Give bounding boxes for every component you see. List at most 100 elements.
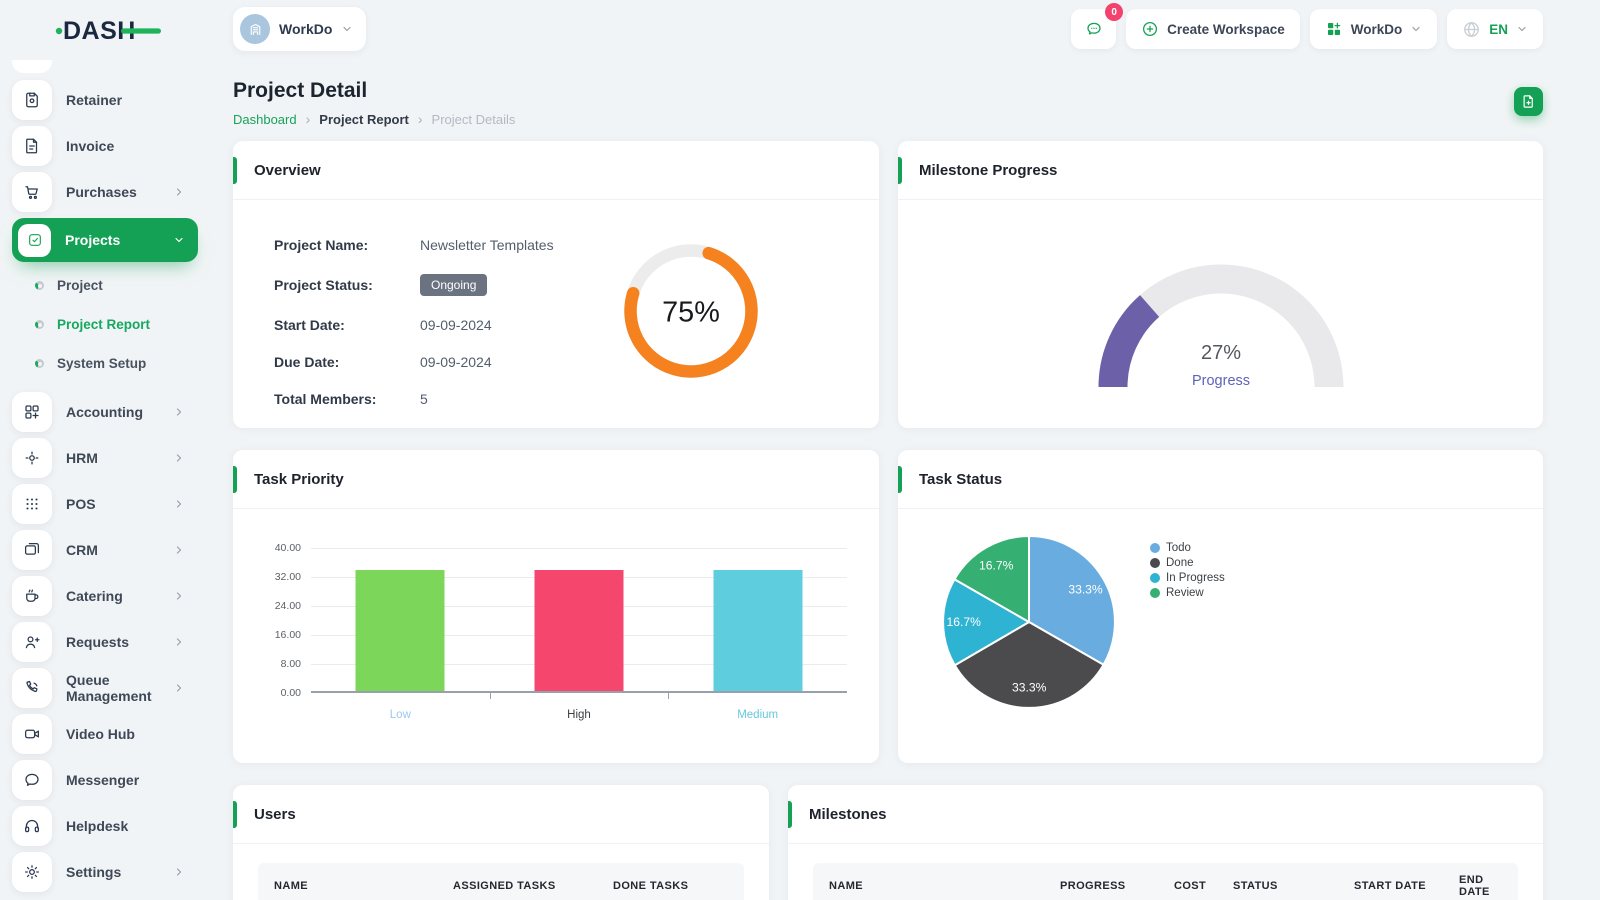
legend-label: Todo [1166, 542, 1191, 554]
legend-color-dot [1150, 588, 1160, 598]
chevron-right-icon [173, 682, 185, 694]
topbar-actions: 0 Create Workspace WorkDo EN [1071, 3, 1543, 49]
legend-color-dot [1150, 558, 1160, 568]
sidebar-item-label: Messenger [66, 772, 140, 788]
check-square-icon [18, 223, 51, 257]
y-axis-tick-label: 32.00 [274, 571, 301, 583]
dash-logo[interactable]: DASH [55, 15, 163, 50]
column-header-cost: COST [1174, 880, 1207, 892]
breadcrumb-dashboard[interactable]: Dashboard [233, 111, 297, 127]
sidebar-item-clipped[interactable] [12, 60, 52, 73]
sidebar-item-purchases[interactable]: Purchases [12, 172, 198, 212]
svg-text:75%: 75% [662, 297, 720, 329]
pie-slice-todo [1027, 535, 1116, 666]
sidebar-subitem-label: Project Report [57, 317, 151, 332]
y-axis-tick-label: 16.00 [274, 629, 301, 641]
users-card: Users NAME ASSIGNED TASKS DONE TASKS [233, 785, 769, 900]
sidebar-item-accounting[interactable]: Accounting [12, 392, 198, 432]
chevron-down-icon [341, 23, 353, 35]
field-label: Due Date: [274, 354, 340, 370]
sidebar-item-retainer[interactable]: Retainer [12, 80, 198, 120]
breadcrumb-project-report[interactable]: Project Report [319, 111, 409, 127]
language-button[interactable]: EN [1447, 9, 1543, 49]
workspace-switcher[interactable]: WorkDo [233, 7, 367, 51]
chevron-down-icon [173, 234, 185, 246]
invoice-icon [12, 126, 52, 166]
overview-field-project-name: Project Name: Newsletter Templates [274, 237, 879, 253]
chevron-right-icon [173, 452, 185, 464]
legend-label: Review [1166, 587, 1204, 599]
file-plus-icon [1523, 95, 1533, 108]
bar-medium [713, 570, 803, 691]
pie-slice-review [953, 535, 1031, 624]
overview-field-due-date: Due Date: 09-09-2024 [274, 354, 879, 370]
task-status-pie-chart: 33.3% 33.3% 16.7% 16.7% [940, 533, 1118, 716]
sidebar-item-label: CRM [66, 542, 98, 558]
workspace-avatar [240, 14, 270, 44]
task-priority-card: Task Priority 0.00 8.00 16.00 24.00 32.00 40.… [233, 450, 879, 763]
sidebar-item-messenger[interactable]: Messenger [12, 760, 198, 800]
messages-button[interactable]: 0 [1071, 3, 1124, 49]
sidebar-item-requests[interactable]: Requests [12, 622, 198, 662]
sidebar-item-projects[interactable]: Projects [12, 218, 198, 262]
field-value: 5 [420, 391, 428, 407]
sidebar-item-catering[interactable]: Catering [12, 576, 198, 616]
chevron-right-icon [173, 186, 185, 198]
x-axis-label-medium: Medium [737, 709, 779, 721]
milestone-progress-card: Milestone Progress 27% Progress [898, 141, 1543, 428]
target-icon [12, 438, 52, 478]
sidebar-item-label: POS [66, 496, 96, 512]
card-title-task-priority: Task Priority [254, 470, 344, 488]
create-workspace-button[interactable]: Create Workspace [1126, 9, 1300, 49]
user-plus-icon [12, 622, 52, 662]
submenu-bullet-icon [35, 320, 44, 329]
page-title: Project Detail [233, 79, 368, 102]
gear-icon [12, 852, 52, 892]
retainer-icon [12, 80, 52, 120]
y-axis-tick-label: 40.00 [274, 542, 301, 554]
overview-card: Overview Project Name: Newsletter Templat… [233, 141, 879, 428]
chevron-right-icon [173, 498, 185, 510]
export-report-button[interactable] [1514, 87, 1543, 116]
sidebar-item-project-report[interactable]: Project Report [12, 305, 218, 344]
legend-item-in-progress[interactable]: In Progress [1150, 572, 1225, 584]
sidebar-item-hrm[interactable]: HRM [12, 438, 198, 478]
legend-item-done[interactable]: Done [1150, 557, 1225, 569]
milestones-table-header: NAME PROGRESS COST STATUS START DATE END DATE [813, 863, 1518, 900]
globe-icon [1462, 20, 1481, 39]
svg-text:Progress: Progress [1191, 373, 1249, 389]
pie-legend: Todo Done In Progress Review [1150, 542, 1225, 602]
breadcrumb-project-details: Project Details [431, 111, 516, 127]
video-icon [12, 714, 52, 754]
chat-icon [12, 760, 52, 800]
coffee-icon [12, 576, 52, 616]
app-grid-icon [1325, 20, 1343, 38]
overview-field-total-members: Total Members: 5 [274, 391, 879, 407]
sidebar-subitem-label: Project [57, 278, 103, 293]
sidebar-item-video-hub[interactable]: Video Hub [12, 714, 198, 754]
sidebar-item-label: Accounting [66, 404, 143, 420]
legend-item-todo[interactable]: Todo [1150, 542, 1225, 554]
svg-text:33.3%: 33.3% [1012, 680, 1047, 694]
status-badge: Ongoing [420, 274, 488, 296]
sidebar-item-system-setup[interactable]: System Setup [12, 344, 218, 383]
gridline [311, 548, 847, 549]
sidebar-item-crm[interactable]: CRM [12, 530, 198, 570]
card-title-milestones: Milestones [809, 805, 887, 823]
sidebar-item-invoice[interactable]: Invoice [12, 126, 198, 166]
legend-color-dot [1150, 543, 1160, 553]
svg-text:27%: 27% [1200, 342, 1240, 364]
phone-icon [12, 668, 52, 708]
sidebar-item-label: Video Hub [66, 726, 135, 742]
legend-item-review[interactable]: Review [1150, 587, 1225, 599]
app-menu-button[interactable]: WorkDo [1309, 9, 1438, 49]
app-menu-label: WorkDo [1350, 21, 1403, 37]
cards-icon [12, 530, 52, 570]
sidebar-item-queue-management[interactable]: Queue Management [12, 668, 198, 708]
sidebar-item-helpdesk[interactable]: Helpdesk [12, 806, 198, 846]
sidebar-item-pos[interactable]: POS [12, 484, 198, 524]
sidebar-item-settings[interactable]: Settings [12, 852, 198, 892]
column-header-progress: PROGRESS [1060, 880, 1126, 892]
sidebar-item-project[interactable]: Project [12, 266, 218, 305]
breadcrumb: Dashboard › Project Report › Project Details [233, 111, 1543, 127]
